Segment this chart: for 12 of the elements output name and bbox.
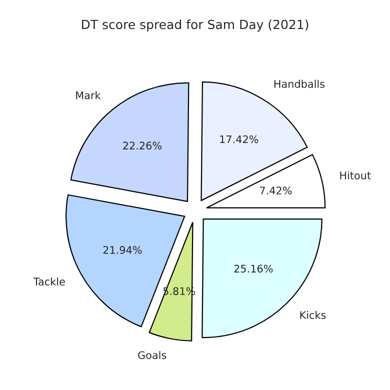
- slice-label: Tackle: [33, 277, 65, 286]
- data-label: 7.42%: [260, 186, 292, 194]
- slice-label: Handballs: [274, 80, 325, 88]
- slice-label: Goals: [138, 351, 166, 360]
- data-label: 22.26%: [123, 142, 162, 150]
- chart-title: DT score spread for Sam Day (2021): [82, 20, 308, 32]
- data-label: 21.94%: [103, 246, 142, 254]
- slice-label: Hitout: [340, 171, 371, 180]
- data-label: 25.16%: [234, 264, 273, 273]
- slice-label: Mark: [76, 91, 101, 100]
- slice-label: Kicks: [300, 310, 326, 319]
- data-label: 17.42%: [220, 135, 258, 144]
